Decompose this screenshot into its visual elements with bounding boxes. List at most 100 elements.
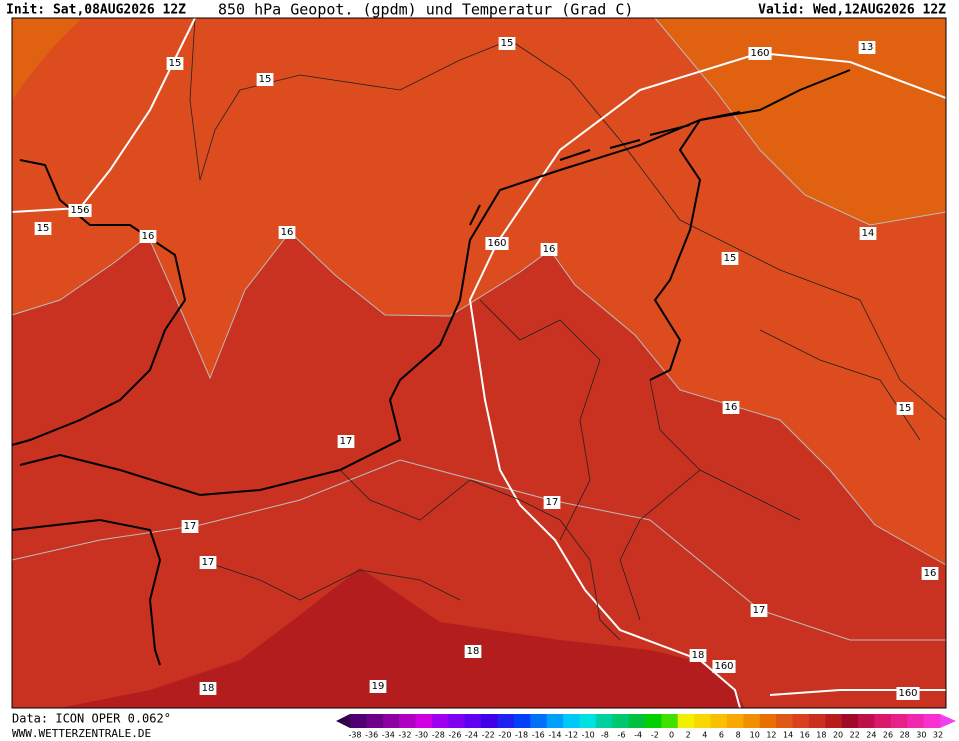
contour-label: 156 [70,205,89,216]
colorbar-label: -38 [348,731,361,740]
colorbar-swatch [759,714,777,728]
website: WWW.WETTERZENTRALE.DE [12,727,151,740]
colorbar-swatch [645,714,662,728]
contour-label: 17 [546,497,559,508]
colorbar-swatch [399,714,417,728]
geopotential-line [11,17,196,213]
colorbar-label: 18 [816,731,826,740]
contour-label-box [712,660,736,673]
colorbar-label: -14 [548,731,561,740]
colorbar-swatch [776,714,793,728]
colorbar-label: 8 [736,731,741,740]
contour-label-box [498,37,516,50]
contour-label: 160 [898,688,917,699]
contour-label: 18 [467,646,480,657]
contour-label-box [689,649,707,662]
contour-label-box [199,556,217,569]
islands [469,111,741,226]
colorbar-label: -6 [618,731,626,740]
contour-label-box [896,402,914,415]
colorbar-label: 12 [766,731,776,740]
contour-label-box [485,237,509,250]
contour-label-box [199,682,217,695]
contour-label-box [337,435,355,448]
contour-label: 18 [692,650,705,661]
colorbar-label: -2 [651,731,659,740]
colorbar-label: -10 [582,731,595,740]
colorbar-swatch [595,714,613,728]
colorbar-swatch [448,714,466,728]
contour-label-box [543,496,561,509]
contour-label: 14 [862,228,875,239]
contour-label: 16 [281,227,294,238]
colorbar-label: 0 [669,731,674,740]
colorbar-swatch [366,714,384,728]
contour-label: 160 [750,48,769,59]
colorbar-label: -24 [465,731,478,740]
temp-zone-17 [12,232,946,708]
colorbar-swatch [382,714,400,728]
contour-label: 160 [487,238,506,249]
contour-label: 16 [924,568,937,579]
colorbar: -38 -36 -34 -32 -30 -28 -26 -24 -22 -20 -18 -16 -14-… [348,714,943,740]
isotherm [654,17,947,226]
colorbar-swatch [694,714,712,728]
contour-label: 17 [184,521,197,532]
geopotential-line [468,242,741,709]
contour-label: 16 [543,244,556,255]
colorbar-swatch [628,714,646,728]
map-frame [11,17,947,709]
colorbar-swatch [481,714,498,728]
colorbar-label: 6 [719,731,724,740]
map-title: 850 hPa Geopot. (gpdm) und Temperatur (G… [218,1,633,19]
colorbar-swatch [808,714,826,728]
colorbar-swatch [350,714,367,728]
colorbar-label: -30 [415,731,428,740]
contour-label: 15 [37,223,50,234]
contour-label-box [721,252,739,265]
colorbar-swatch [874,714,892,728]
contour-label-box [896,687,920,700]
colorbar-label: -34 [382,731,395,740]
contour-label-box [256,73,274,86]
colorbar-arrow-left [336,714,350,728]
init-time: Init: Sat,08AUG2026 12Z [6,3,186,18]
temp-zone-13 [12,18,82,100]
contour-label: 18 [202,683,215,694]
colorbar-label: -28 [432,731,445,740]
contour-label: 15 [169,58,182,69]
colorbar-swatch [530,714,548,728]
colorbar-swatch [710,714,728,728]
colorbar-swatch [415,714,433,728]
colorbar-label: 2 [686,731,691,740]
colorbar-swatch [464,714,482,728]
colorbar-swatch [890,714,908,728]
contour-label: 17 [753,605,766,616]
contour-label: 16 [142,231,155,242]
colorbar-swatch [612,714,630,728]
contour-label-box [722,401,740,414]
colorbar-swatch [546,714,564,728]
contour-label-box [369,680,387,693]
colorbar-swatch [792,714,810,728]
colorbar-label: -36 [365,731,378,740]
contour-label-box [858,41,876,54]
colorbar-swatch [923,714,941,728]
contour-label: 13 [861,42,874,53]
contour-label-box [68,204,92,217]
colorbar-label: -22 [482,731,495,740]
valid-time: Valid: Wed,12AUG2026 12Z [758,3,946,18]
geopotential-line [189,17,947,421]
contour-label: 17 [202,557,215,568]
colorbar-swatch [661,714,679,728]
colorbar-label: 4 [702,731,707,740]
colorbar-swatch [497,714,515,728]
colorbar-swatch [825,714,843,728]
isotherm [11,231,947,566]
header-bg [0,0,959,18]
contour-label: 16 [725,402,738,413]
contour-label-box [750,604,768,617]
contour-label-box [166,57,184,70]
colorbar-swatch [726,714,744,728]
contour-labels: 15 15 15 160 13 156 15 16 16 160 16 14 1… [34,37,939,700]
